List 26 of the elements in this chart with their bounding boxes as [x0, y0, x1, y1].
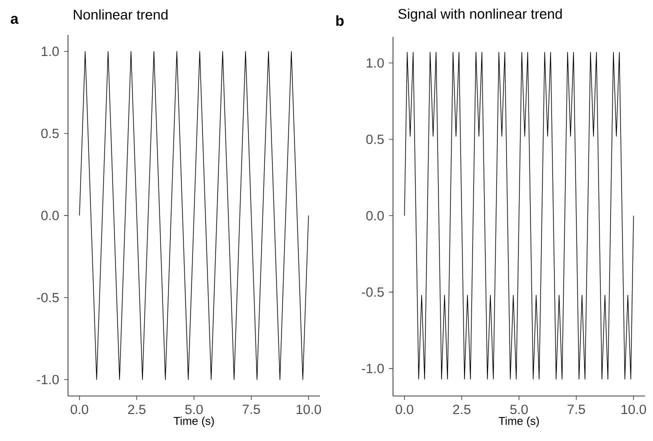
- y-tick-label: 0.5: [41, 128, 59, 138]
- x-tick-label: 2.5: [128, 404, 146, 414]
- x-tick-label: 10.0: [296, 404, 322, 414]
- y-tick-label: 0.5: [366, 134, 384, 144]
- y-tick-label: -1.0: [36, 374, 59, 384]
- x-tick-label: 7.5: [242, 404, 260, 414]
- y-tick-label: -0.5: [36, 292, 59, 302]
- text: a: [10, 16, 19, 24]
- y-tick-label: 0.0: [41, 210, 59, 220]
- x-tick-label: 5.0: [185, 404, 203, 414]
- y-tick-label: -1.0: [362, 364, 384, 374]
- text: b: [336, 15, 344, 26]
- chart-title: Signal with nonlinear trend: [398, 8, 562, 22]
- chart-title: Nonlinear trend: [74, 9, 168, 20]
- x-tick-label: 7.5: [568, 404, 585, 414]
- x-axis-title: Time (s): [498, 416, 539, 428]
- y-tick-label: 1.0: [366, 58, 384, 68]
- y-tick-label: -0.5: [362, 287, 384, 297]
- y-tick-label: 0.0: [366, 211, 384, 220]
- x-tick-label: 2.5: [453, 404, 470, 414]
- x-tick-label: 5.0: [510, 404, 528, 414]
- y-tick-label: 1.0: [42, 46, 59, 56]
- x-tick-label: 10.0: [622, 404, 646, 414]
- x-tick-label: 0.0: [70, 404, 88, 414]
- x-tick-label: 0.0: [396, 404, 414, 414]
- x-axis-title: Time (s): [174, 416, 214, 428]
